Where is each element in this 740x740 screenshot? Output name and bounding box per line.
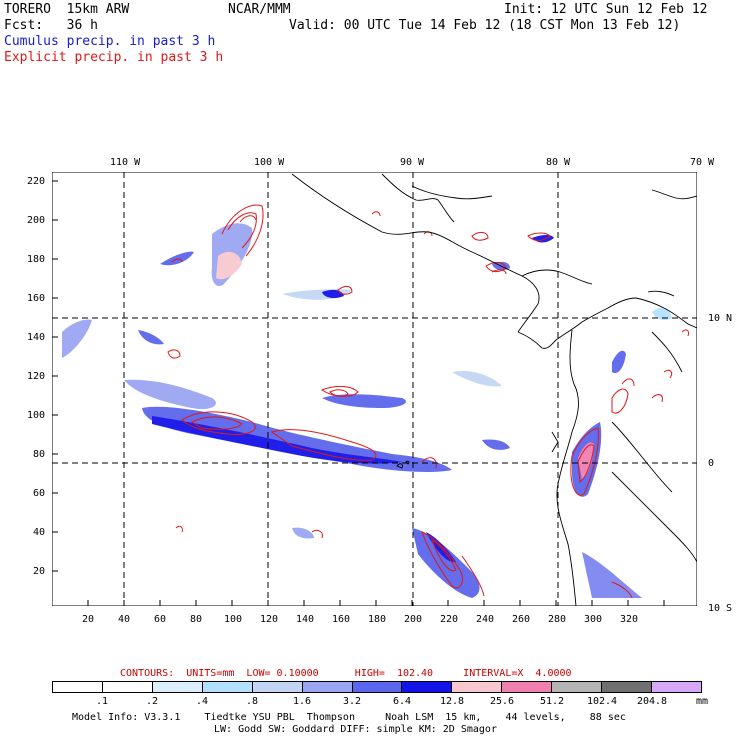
legend-tick: 1.6 [292, 696, 312, 707]
y-tick: 100 [27, 410, 46, 421]
legend-tick: 204.8 [636, 696, 668, 707]
precip-legend-bar [52, 681, 702, 693]
legend-color-cell [252, 682, 303, 692]
contours-info: CONTOURS: UNITS=mm LOW= 0.10000 HIGH= 10… [120, 668, 572, 679]
organization-label: NCAR/MMM [228, 2, 291, 17]
x-tick: 300 [584, 614, 603, 625]
x-tick: 280 [548, 614, 567, 625]
lon-label-70w: 70 W [690, 157, 715, 168]
x-tick: 20 [82, 614, 95, 625]
coastlines [291, 173, 697, 606]
x-tick: 100 [224, 614, 243, 625]
y-tick: 140 [27, 332, 46, 343]
legend-tick: .1 [95, 696, 109, 707]
legend-tick: 25.6 [489, 696, 515, 707]
field-cumulus-label: Cumulus precip. in past 3 h [4, 34, 216, 49]
lon-label-110w: 110 W [110, 157, 141, 168]
y-tick: 80 [33, 449, 46, 460]
axis-ticks [52, 180, 665, 606]
legend-color-cell [402, 682, 453, 692]
valid-time: Valid: 00 UTC Tue 14 Feb 12 (18 CST Mon … [289, 18, 681, 33]
legend-tick: 12.8 [439, 696, 465, 707]
x-tick: 80 [190, 614, 203, 625]
x-tick: 40 [118, 614, 131, 625]
y-tick: 60 [33, 488, 46, 499]
legend-color-cell [602, 682, 653, 692]
legend-color-cell [202, 682, 253, 692]
y-tick: 220 [27, 176, 46, 187]
model-info-line1: Model Info: V3.3.1 Tiedtke YSU PBL Thomp… [72, 712, 626, 723]
latlon-grid [52, 172, 697, 606]
x-tick: 160 [332, 614, 351, 625]
x-tick: 220 [440, 614, 459, 625]
model-info-line2: LW: Godd SW: Goddard DIFF: simple KM: 2D… [214, 724, 497, 735]
explicit-precip-contours [167, 204, 689, 599]
lon-label-100w: 100 W [254, 157, 285, 168]
y-tick: 200 [27, 215, 46, 226]
legend-unit: mm [695, 696, 709, 707]
legend-color-cell [102, 682, 153, 692]
lon-label-80w: 80 W [546, 157, 571, 168]
y-tick: 20 [33, 566, 46, 577]
legend-color-cell [53, 682, 103, 692]
legend-tick: 6.4 [392, 696, 412, 707]
lat-label-10n: 10 N [708, 313, 733, 324]
cumulus-precip-shading [62, 223, 672, 598]
legend-tick: .2 [145, 696, 159, 707]
x-tick: 60 [154, 614, 167, 625]
legend-tick: 51.2 [539, 696, 565, 707]
legend-color-cell [352, 682, 403, 692]
x-tick: 200 [404, 614, 423, 625]
legend-color-cell [502, 682, 553, 692]
legend-color-cell [652, 682, 701, 692]
legend-color-cell [302, 682, 353, 692]
y-tick: 40 [33, 527, 46, 538]
x-tick: 260 [512, 614, 531, 625]
legend-tick: 102.4 [586, 696, 618, 707]
lat-label-equator: 0 [708, 458, 715, 469]
legend-color-cell [452, 682, 503, 692]
legend-color-cell [152, 682, 203, 692]
forecast-hour: Fcst: 36 h [4, 18, 98, 33]
x-tick: 180 [368, 614, 387, 625]
y-tick: 160 [27, 293, 46, 304]
x-tick: 320 [620, 614, 639, 625]
x-tick: 120 [260, 614, 279, 625]
legend-tick: .8 [245, 696, 259, 707]
lon-label-90w: 90 W [400, 157, 425, 168]
field-explicit-label: Explicit precip. in past 3 h [4, 50, 224, 65]
init-time: Init: 12 UTC Sun 12 Feb 12 [504, 2, 708, 17]
legend-tick: .4 [195, 696, 209, 707]
y-tick: 120 [27, 371, 46, 382]
lat-label-10s: 10 S [708, 603, 733, 614]
x-tick: 240 [476, 614, 495, 625]
y-tick: 180 [27, 254, 46, 265]
legend-color-cell [552, 682, 603, 692]
legend-tick: 3.2 [342, 696, 362, 707]
model-title: TORERO 15km ARW [4, 2, 130, 17]
x-tick: 140 [296, 614, 315, 625]
precip-map [52, 172, 697, 606]
